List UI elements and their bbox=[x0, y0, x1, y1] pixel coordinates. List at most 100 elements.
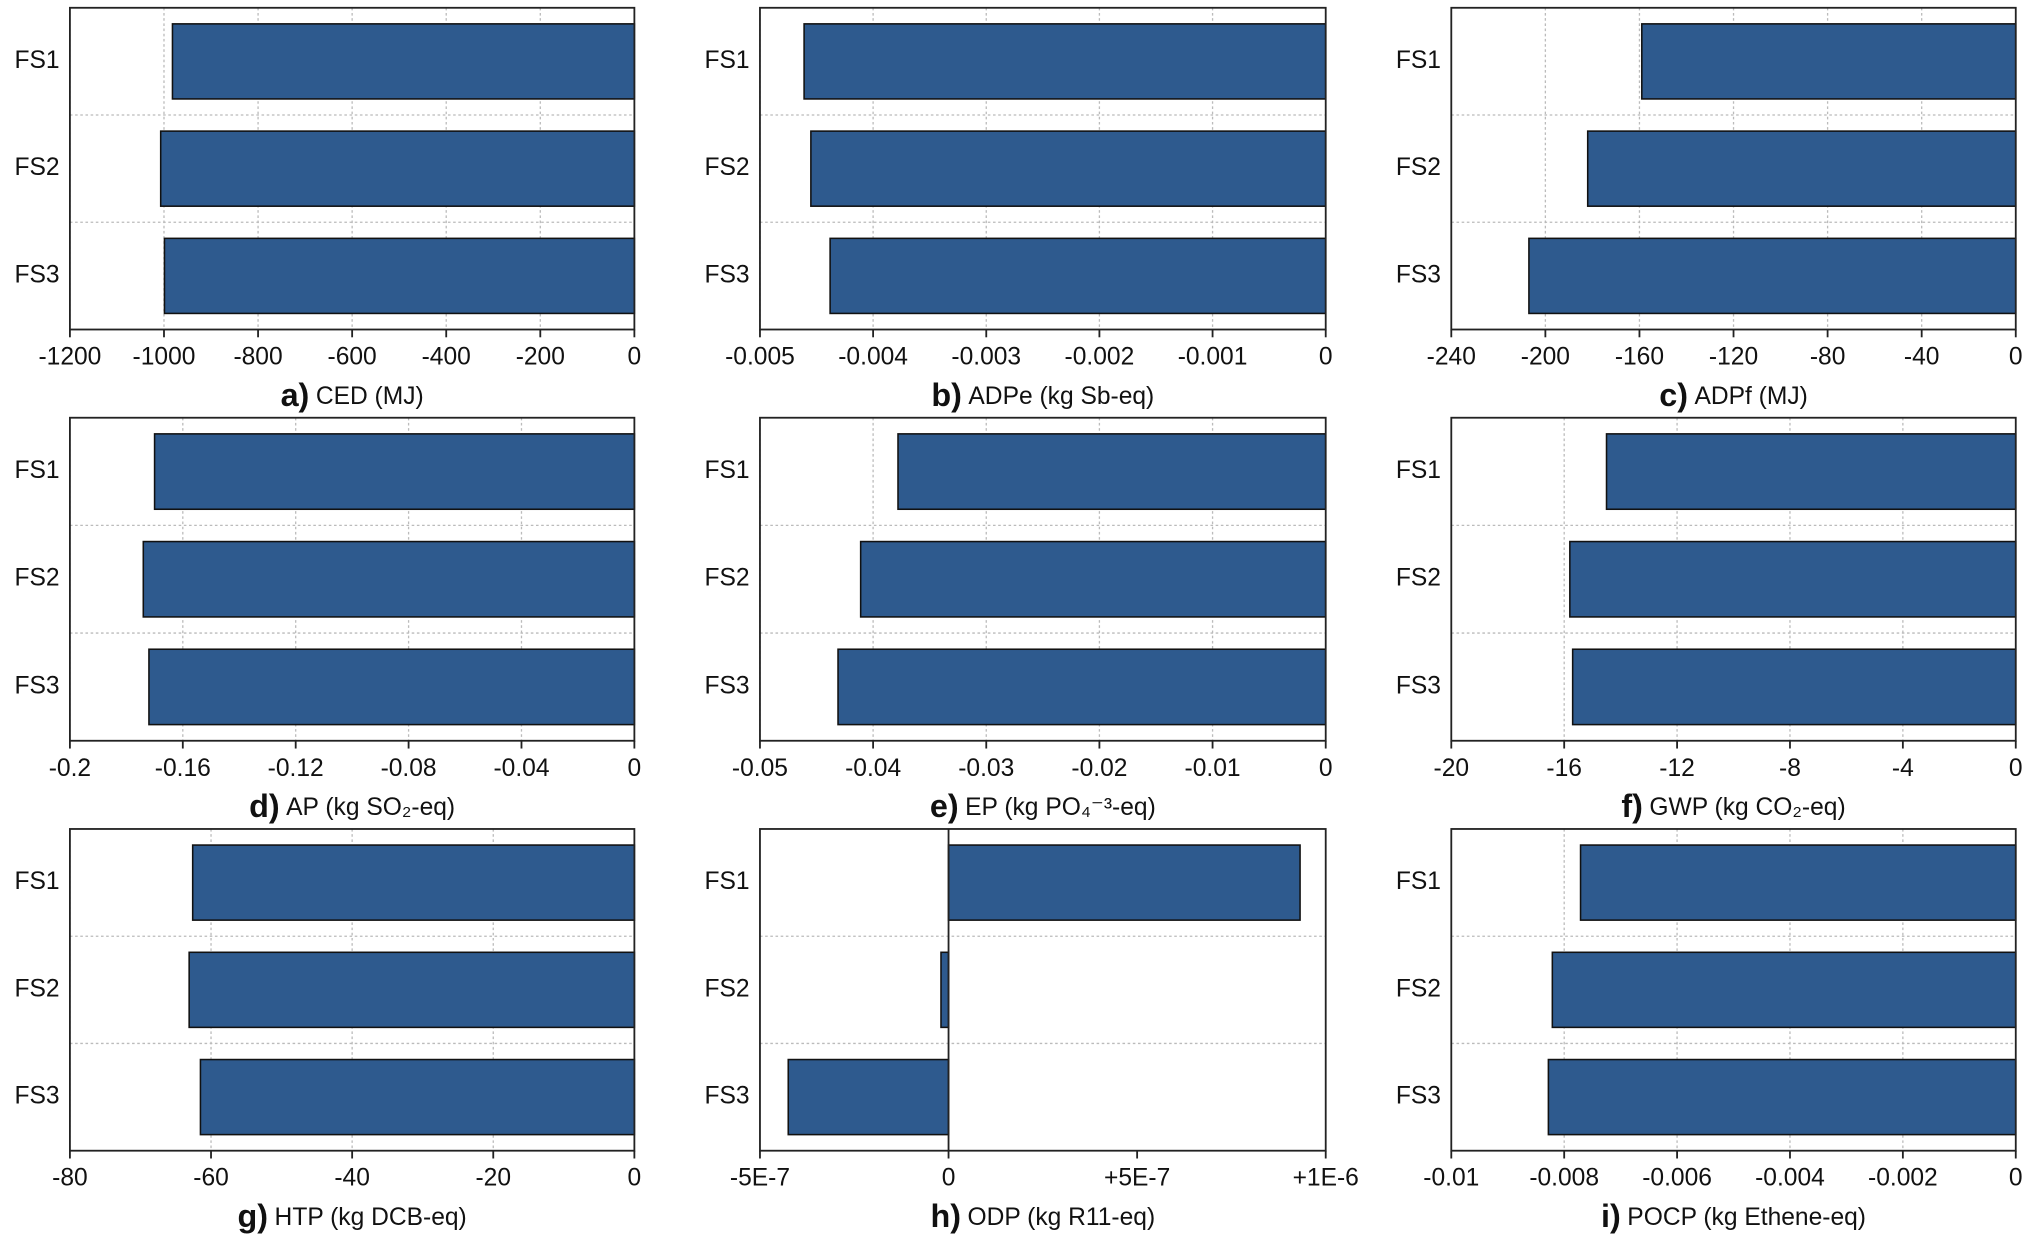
plot-frame bbox=[1450, 6, 2017, 331]
x-tick-label: 0 bbox=[942, 1165, 956, 1192]
x-tick-label: -200 bbox=[1521, 344, 1570, 371]
x-tick-label: -0.02 bbox=[1071, 755, 1127, 782]
y-tick-label: FS3 bbox=[705, 261, 750, 288]
y-tick-label: FS3 bbox=[14, 672, 59, 699]
x-tick-label: -0.04 bbox=[493, 755, 549, 782]
bar bbox=[159, 130, 636, 207]
bar bbox=[199, 1058, 636, 1136]
x-tick-label: -20 bbox=[475, 1165, 511, 1192]
x-axis-label: POCP (kg Ethene-eq) bbox=[1627, 1204, 1866, 1231]
bar bbox=[1579, 844, 2017, 921]
x-tick-label: -0.2 bbox=[49, 755, 91, 782]
x-axis-label: ADPe (kg Sb-eq) bbox=[968, 382, 1154, 409]
axis-title: g) HTP (kg DCB-eq) bbox=[238, 1198, 467, 1234]
y-tick-label: FS2 bbox=[1396, 975, 1441, 1002]
axis-title: i) POCP (kg Ethene-eq) bbox=[1601, 1198, 1866, 1234]
x-tick-label: 0 bbox=[2009, 1165, 2023, 1192]
x-tick-label: -1200 bbox=[38, 344, 101, 371]
bar bbox=[153, 433, 636, 511]
y-tick-label: FS3 bbox=[14, 261, 59, 288]
bar bbox=[1571, 648, 2017, 726]
x-tick-label: -0.05 bbox=[732, 755, 788, 782]
plot-frame bbox=[1450, 416, 2017, 742]
y-tick-label: FS2 bbox=[1396, 154, 1441, 181]
x-tick-label: +1E-6 bbox=[1293, 1165, 1359, 1192]
x-tick-label: -8 bbox=[1779, 755, 1801, 782]
plot-frame bbox=[759, 828, 1327, 1152]
x-tick-label: -400 bbox=[422, 344, 471, 371]
y-tick-label: FS2 bbox=[705, 975, 750, 1002]
x-tick-label: 0 bbox=[2009, 344, 2023, 371]
x-tick-label: -5E-7 bbox=[730, 1165, 790, 1192]
bar bbox=[163, 237, 636, 315]
x-tick-label: -0.004 bbox=[1755, 1165, 1825, 1192]
x-tick-label: -0.001 bbox=[1178, 344, 1248, 371]
x-axis-label: HTP (kg DCB-eq) bbox=[275, 1204, 467, 1231]
x-tick-label: -0.002 bbox=[1868, 1165, 1938, 1192]
y-tick-label: FS3 bbox=[705, 1083, 750, 1110]
panel-label: b) bbox=[931, 377, 962, 413]
bar bbox=[829, 237, 1327, 315]
y-tick-label: FS3 bbox=[705, 672, 750, 699]
x-tick-label: -120 bbox=[1709, 344, 1758, 371]
y-tick-label: FS2 bbox=[1396, 565, 1441, 592]
x-tick-label: -12 bbox=[1659, 755, 1695, 782]
x-tick-label: 0 bbox=[628, 344, 642, 371]
x-tick-label: -0.004 bbox=[838, 344, 908, 371]
bar bbox=[188, 951, 636, 1029]
x-tick-label: -0.003 bbox=[951, 344, 1021, 371]
axis-title: b) ADPe (kg Sb-eq) bbox=[931, 377, 1154, 413]
bar bbox=[1551, 951, 2017, 1029]
panel-label: h) bbox=[931, 1198, 962, 1234]
y-tick-label: FS2 bbox=[14, 565, 59, 592]
y-tick-label: FS1 bbox=[1396, 47, 1441, 74]
plot-frame bbox=[69, 416, 636, 742]
x-tick-label: -0.03 bbox=[958, 755, 1014, 782]
bar bbox=[810, 130, 1327, 207]
x-tick-label: -20 bbox=[1434, 755, 1470, 782]
x-tick-label: -0.006 bbox=[1642, 1165, 1712, 1192]
y-tick-label: FS1 bbox=[1396, 457, 1441, 484]
x-tick-label: -40 bbox=[1904, 344, 1940, 371]
x-tick-label: 0 bbox=[628, 1165, 642, 1192]
bar bbox=[1605, 433, 2017, 511]
panel-label: i) bbox=[1601, 1198, 1621, 1234]
y-tick-label: FS2 bbox=[705, 565, 750, 592]
y-tick-label: FS3 bbox=[1396, 1083, 1441, 1110]
panel-label: d) bbox=[249, 788, 280, 824]
plot-frame bbox=[759, 416, 1327, 742]
panel-label: c) bbox=[1659, 377, 1688, 413]
bar bbox=[142, 540, 636, 618]
y-tick-label: FS1 bbox=[705, 47, 750, 74]
y-tick-label: FS3 bbox=[14, 1083, 59, 1110]
x-tick-label: -4 bbox=[1892, 755, 1914, 782]
bar bbox=[171, 23, 636, 100]
x-tick-label: -0.002 bbox=[1065, 344, 1135, 371]
y-tick-label: FS2 bbox=[14, 975, 59, 1002]
panel-label: e) bbox=[930, 788, 959, 824]
y-tick-label: FS3 bbox=[1396, 261, 1441, 288]
bar bbox=[1547, 1058, 2017, 1136]
x-axis-label: ADPf (MJ) bbox=[1694, 382, 1807, 409]
x-tick-label: -16 bbox=[1546, 755, 1582, 782]
x-tick-label: -0.008 bbox=[1529, 1165, 1599, 1192]
x-axis-label: GWP (kg CO₂-eq) bbox=[1649, 794, 1845, 821]
x-tick-label: -200 bbox=[516, 344, 565, 371]
bar bbox=[897, 433, 1327, 511]
bar bbox=[859, 540, 1327, 618]
bar bbox=[1528, 237, 2017, 315]
x-tick-label: -60 bbox=[193, 1165, 229, 1192]
x-tick-label: -160 bbox=[1615, 344, 1664, 371]
x-tick-label: -0.01 bbox=[1423, 1165, 1479, 1192]
bar bbox=[148, 648, 636, 726]
x-tick-label: -240 bbox=[1427, 344, 1476, 371]
x-axis-label: CED (MJ) bbox=[316, 382, 424, 409]
x-tick-label: -800 bbox=[233, 344, 282, 371]
bar bbox=[1586, 130, 2017, 207]
x-tick-label: -40 bbox=[334, 1165, 370, 1192]
x-axis-label: EP (kg PO₄⁻³-eq) bbox=[965, 794, 1156, 821]
axis-title: h) ODP (kg R11-eq) bbox=[931, 1198, 1156, 1234]
bar bbox=[1641, 23, 2017, 100]
plot-frame bbox=[69, 6, 636, 331]
x-tick-label: -0.08 bbox=[381, 755, 437, 782]
